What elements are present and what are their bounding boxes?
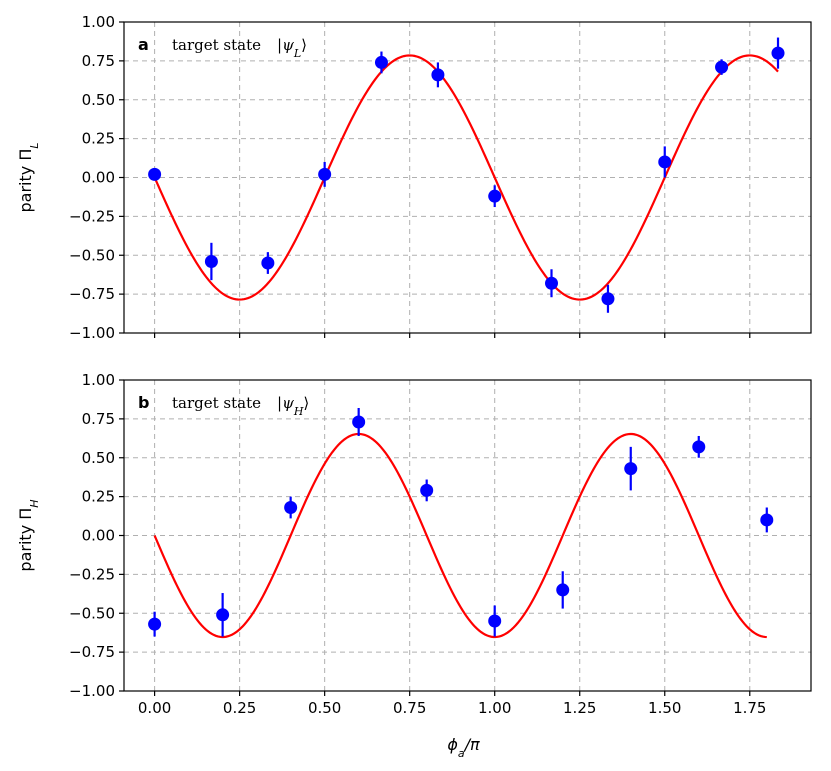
point-marker [261,256,275,270]
data-point [352,407,366,436]
point-marker [760,513,774,527]
y-tick-label: −1.00 [69,324,115,342]
y-tick-label: 0.00 [82,527,115,545]
y-tick-label: 0.75 [82,410,115,428]
point-marker [318,167,332,181]
x-tick-label: 1.25 [563,699,596,717]
y-tick-label: −0.25 [69,207,115,225]
point-marker [545,276,559,290]
fit-curve [153,54,779,301]
x-tick-label: 0.00 [138,699,171,717]
data-point [318,161,332,187]
y-tick-label: −0.50 [69,246,115,264]
data-point [760,507,774,533]
y-axis-title: parity ΠL [16,143,41,213]
panel-a: −1.00 −0.75 −0.50 −0.25 0.00 0.25 0.50 0.75 1.00… [16,13,812,342]
panel-b: −1.00 −0.75 −0.50 −0.25 0.00 0.25 0.50 0.75 1.00… [16,371,812,760]
point-marker [601,292,615,306]
x-axis-title: ϕa/π [447,735,480,760]
point-marker [431,68,445,82]
point-marker [771,46,785,60]
point-marker [624,462,638,476]
data-point [431,62,445,88]
data-point [488,185,502,208]
target-state-ket: |ψL⟩ [277,36,307,60]
fit-curve [153,432,767,639]
y-tick-label: 0.50 [82,91,115,109]
x-tick-label: 1.75 [733,699,766,717]
x-tick-label: 0.75 [393,699,426,717]
point-marker [148,617,162,631]
point-marker [715,60,729,74]
point-marker [204,254,218,268]
point-marker [556,583,570,597]
point-marker [374,55,388,69]
y-tick-label: 0.50 [82,449,115,467]
y-tick-label: −0.75 [69,285,115,303]
point-marker [658,155,672,169]
panel-letter: b [138,393,149,412]
y-tick-label: 0.25 [82,488,115,506]
y-tick-label: 0.75 [82,52,115,70]
data-point [624,446,638,491]
x-tick-label: 0.50 [308,699,341,717]
x-tick-label: 0.25 [223,699,256,717]
data-point [545,269,559,298]
data-point [420,479,434,502]
target-state-ket: |ψH⟩ [277,394,309,418]
point-marker [488,189,502,203]
x-tick-label: 1.50 [648,699,681,717]
y-tick-label: −0.25 [69,565,115,583]
point-marker [284,501,298,515]
data-point [692,435,706,458]
point-marker [148,167,162,181]
y-tick-label: −1.00 [69,682,115,700]
y-tick-label: 0.25 [82,130,115,148]
panel-letter: a [138,35,149,54]
y-tick-label: −0.50 [69,604,115,622]
data-point [488,605,502,637]
data-point [601,284,615,313]
data-point [148,167,162,181]
annotation-text: target state [172,36,261,54]
y-tick-label: 0.00 [82,169,115,187]
data-point [216,593,230,637]
point-marker [420,483,434,497]
x-tick-label: 1.00 [478,699,511,717]
y-axis-title: parity ΠH [16,499,41,571]
point-marker [692,440,706,454]
y-tick-label: 1.00 [82,13,115,31]
annotation-text: target state [172,394,261,412]
data-point [771,37,785,69]
y-tick-label: 1.00 [82,371,115,389]
data-point [204,242,218,281]
data-point [261,252,275,274]
y-tick-label: −0.75 [69,643,115,661]
point-marker [488,614,502,628]
point-marker [352,415,366,429]
data-point [556,571,570,609]
data-point [284,496,298,519]
data-point [658,146,672,178]
point-marker [216,608,230,622]
data-point [374,51,388,74]
data-point [715,59,729,75]
data-point [148,611,162,637]
